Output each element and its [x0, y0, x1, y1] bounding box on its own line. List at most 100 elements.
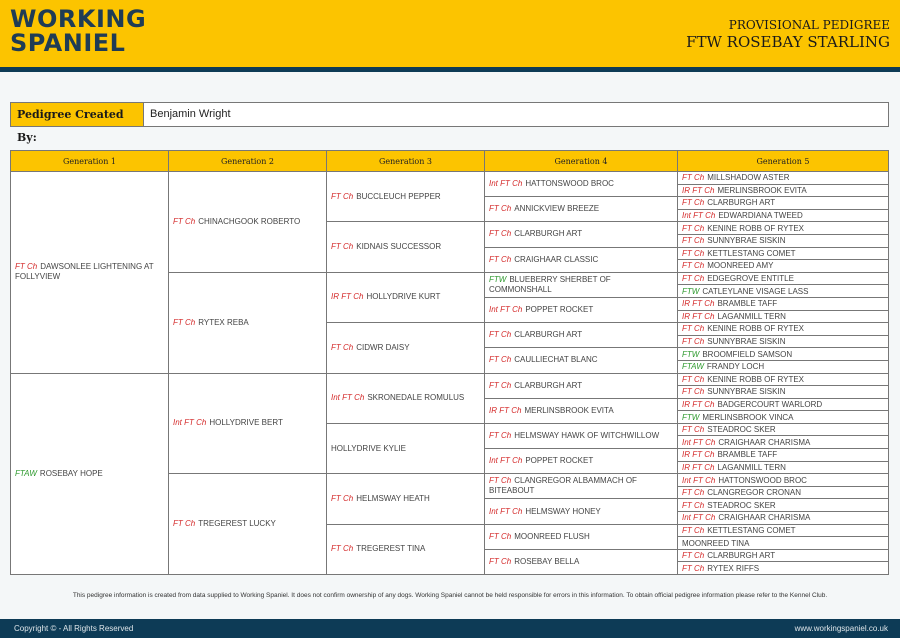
dog-name: ROSEBAY BELLA [514, 556, 580, 566]
dog-title: FT Ch [15, 262, 38, 272]
dog-name: KETTLESTANG COMET [707, 525, 796, 535]
dog-cell-gen5: IR FT Ch BRAMBLE TAFF [677, 296, 889, 311]
dog-cell-gen5: IR FT Ch LAGANMILL TERN [677, 460, 889, 475]
dog-title: FT Ch [331, 342, 354, 352]
dog-name: ROSEBAY HOPE [39, 468, 103, 478]
table-row: IR FT Ch MERLINSBROOK EVITA IR FT Ch BADGER… [11, 397, 889, 424]
dog-name: CRAIGHAAR CHARISMA [718, 437, 811, 447]
dog-title: Int FT Ch [173, 418, 207, 428]
working-spaniel-logo[interactable]: WORKING SPANIEL [10, 7, 146, 55]
dog-cell-gen3: Int FT Ch SKRONEDALE ROMULUS [326, 372, 485, 424]
dog-title: FTW [682, 412, 700, 422]
generation-4-header: Generation 4 [484, 150, 678, 172]
dog-title: Int FT Ch [682, 475, 716, 485]
dog-title: FT Ch [682, 236, 705, 246]
dog-name: CLANGREGOR CRONAN [707, 488, 802, 498]
dog-cell-gen5: FT Ch STEADROC SKER [677, 498, 889, 513]
dog-title: FT Ch [682, 563, 705, 573]
dog-title: FT Ch [682, 374, 705, 384]
dog-name: KIDNAIS SUCCESSOR [356, 242, 442, 252]
dog-name: CLARBURGH ART [514, 330, 583, 340]
dog-title: FT Ch [489, 556, 512, 566]
dog-name: MOONREED FLUSH [514, 531, 590, 541]
dog-cell-gen1: FT Ch DAWSONLEE LIGHTENING AT FOLLYVIEW [10, 171, 169, 374]
dog-cell-gen4: FT Ch CLANGREGOR ALBAMMACH OF BITEABOUT [484, 473, 678, 500]
dog-name: POPPET ROCKET [525, 456, 594, 466]
dog-name: STEADROC SKER [707, 425, 776, 435]
dog-name: DAWSONLEE LIGHTENING AT FOLLYVIEW [15, 262, 154, 282]
dog-title: IR FT Ch [682, 299, 715, 309]
dog-cell-gen3: FT Ch CIDWR DAISY [326, 322, 485, 374]
dog-title: FT Ch [682, 525, 705, 535]
dog-title: FT Ch [489, 476, 512, 486]
dog-title: FT Ch [682, 500, 705, 510]
dog-title: IR FT Ch [489, 405, 522, 415]
dog-title: FT Ch [682, 274, 705, 284]
dog-cell-gen5: Int FT Ch CRAIGHAAR CHARISMA [677, 511, 889, 525]
dog-cell-gen3: FT Ch TREGEREST TINA [326, 523, 485, 576]
dog-name: KENINE ROBB OF RYTEX [707, 324, 804, 334]
dog-title: Int FT Ch [489, 305, 523, 315]
dog-cell-gen4: FT Ch CLARBURGH ART [484, 322, 678, 349]
dog-name: HELMSWAY HAWK OF WITCHWILLOW [514, 430, 660, 440]
dog-title: FTW [682, 286, 700, 296]
dog-cell-gen5: FT Ch SUNNYBRAE SISKIN [677, 233, 889, 248]
dog-name: FRANDY LOCH [706, 362, 765, 372]
generation-5-header: Generation 5 [677, 150, 889, 172]
logo-line-1: WORKING [10, 5, 147, 33]
dog-cell-gen5: FT Ch KENINE ROBB OF RYTEX [677, 221, 889, 235]
dog-title: IR FT Ch [682, 462, 715, 472]
dog-cell-gen5: FTW MERLINSBROOK VINCA [677, 410, 889, 424]
dog-name: BADGERCOURT WARLORD [717, 399, 823, 409]
dog-name: BRAMBLE TAFF [717, 450, 778, 460]
dog-cell-gen5: FT Ch RYTEX RIFFS [677, 561, 889, 575]
dog-name: SUNNYBRAE SISKIN [707, 337, 786, 347]
dog-title: Int FT Ch [682, 513, 716, 523]
dog-cell-gen5: FT Ch MOONREED AMY [677, 259, 889, 273]
dog-cell-gen5: FTW CATLEYLANE VISAGE LASS [677, 284, 889, 298]
pedigree-creator: Pedigree Created By: Benjamin Wright [10, 102, 889, 144]
website-link[interactable]: www.workingspaniel.co.uk [794, 624, 888, 633]
dog-name: HOLLYDRIVE BERT [209, 418, 283, 428]
dog-cell-gen4: FT Ch ROSEBAY BELLA [484, 548, 678, 576]
dog-cell-gen5: FTW BROOMFIELD SAMSON [677, 347, 889, 361]
table-row: FT Ch DAWSONLEE LIGHTENING AT FOLLYVIEW FT… [10, 170, 889, 374]
dog-name: MERLINSBROOK VINCA [702, 412, 794, 422]
dog-cell-gen4: Int FT Ch POPPET ROCKET [484, 448, 678, 475]
dog-name: CATLEYLANE VISAGE LASS [702, 286, 809, 296]
dog-name: CLANGREGOR ALBAMMACH OF BITEABOUT [489, 476, 637, 496]
table-row: FTAW ROSEBAY HOPE Int FT Ch HOLLYDRIVE BERT… [10, 372, 889, 575]
dog-name: TREGEREST TINA [356, 544, 426, 554]
dog-title: FT Ch [489, 229, 512, 239]
dog-name: CLARBURGH ART [707, 551, 776, 561]
dog-cell-gen4: FT Ch CLARBURGH ART [484, 372, 678, 399]
dog-title: FT Ch [682, 488, 705, 498]
dog-name: KETTLESTANG COMET [707, 248, 796, 258]
dog-cell-gen4: IR FT Ch MERLINSBROOK EVITA [484, 397, 678, 424]
dog-name: TREGEREST LUCKY [198, 519, 276, 529]
dog-name: CLARBURGH ART [514, 380, 583, 390]
dog-cell-gen2: Int FT Ch HOLLYDRIVE BERT [168, 372, 327, 475]
dog-name: CRAIGHAAR CHARISMA [718, 513, 811, 523]
dog-name: HOLLYDRIVE KYLIE [331, 443, 406, 453]
dog-title: IR FT Ch [331, 292, 364, 302]
dog-title: FT Ch [489, 254, 512, 264]
dog-cell-gen5: FT Ch CLANGREGOR CRONAN [677, 485, 889, 500]
dog-name: CHINACHGOOK ROBERTO [198, 216, 301, 226]
dog-name: RYTEX REBA [198, 317, 249, 327]
dog-cell-gen5: Int FT Ch CRAIGHAAR CHARISMA [677, 435, 889, 450]
copyright: Copyright © - All Rights Reserved [14, 624, 134, 633]
dog-title: FT Ch [331, 191, 354, 201]
dog-title: IR FT Ch [682, 185, 715, 195]
generation-1-header: Generation 1 [10, 150, 169, 172]
dog-name: SUNNYBRAE SISKIN [707, 387, 786, 397]
dog-title: FT Ch [682, 324, 705, 334]
dog-cell-gen1: FTAW ROSEBAY HOPE [10, 372, 169, 575]
dog-title: FT Ch [331, 493, 354, 503]
creator-label: Pedigree Created By: [11, 103, 144, 144]
dog-name: KENINE ROBB OF RYTEX [707, 223, 804, 233]
dog-cell-gen3: HOLLYDRIVE KYLIE [326, 422, 485, 475]
dog-cell-gen4: FT Ch CLARBURGH ART [484, 221, 678, 248]
dog-cell-gen5: FT Ch EDGEGROVE ENTITLE [677, 271, 889, 286]
table-row: FT Ch RYTEX REBA IR FT Ch HOLLYDRIVE KURT FT… [11, 271, 889, 374]
